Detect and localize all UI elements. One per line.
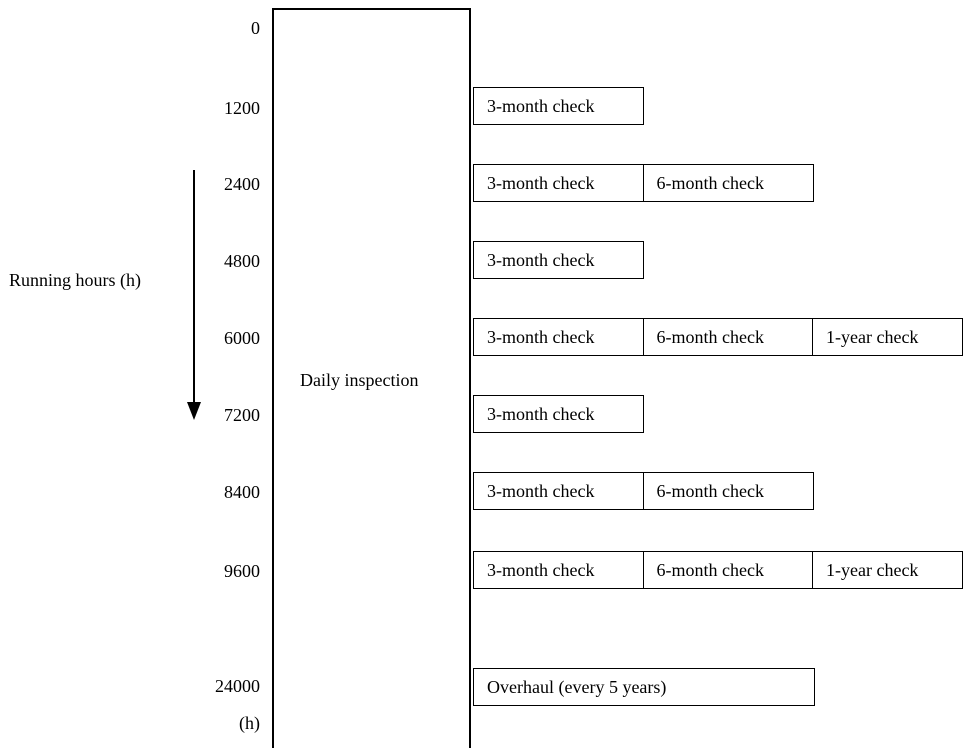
hour-label-9600: 9600: [224, 561, 260, 581]
one-year-check: 1-year check: [812, 318, 963, 356]
hour-label-2400: 2400: [224, 174, 260, 194]
three-month-check: 3-month check: [473, 87, 644, 125]
check-row-1200: 3-month check: [473, 87, 644, 125]
one-year-check: 1-year check: [812, 551, 963, 589]
unit-label: (h): [239, 713, 260, 733]
down-arrow-icon: [187, 170, 201, 420]
three-month-check: 3-month check: [473, 472, 644, 510]
three-month-check: 3-month check: [473, 395, 644, 433]
hour-label-6000: 6000: [224, 328, 260, 348]
three-month-check: 3-month check: [473, 318, 644, 356]
daily-inspection-column: [272, 8, 471, 748]
check-row-4800: 3-month check: [473, 241, 644, 279]
six-month-check: 6-month check: [642, 318, 814, 356]
check-row-7200: 3-month check: [473, 395, 644, 433]
hour-label-4800: 4800: [224, 251, 260, 271]
check-row-2400: 3-month check 6-month check: [473, 164, 814, 202]
six-month-check: 6-month check: [642, 472, 814, 510]
check-row-8400: 3-month check 6-month check: [473, 472, 814, 510]
check-row-6000: 3-month check 6-month check 1-year check: [473, 318, 963, 356]
overhaul-check: Overhaul (every 5 years): [473, 668, 815, 706]
hour-label-0: 0: [251, 18, 260, 38]
hour-label-1200: 1200: [224, 98, 260, 118]
three-month-check: 3-month check: [473, 241, 644, 279]
check-row-24000: Overhaul (every 5 years): [473, 668, 815, 706]
axis-title: Running hours (h): [9, 270, 141, 290]
check-row-9600: 3-month check 6-month check 1-year check: [473, 551, 963, 589]
hour-label-7200: 7200: [224, 405, 260, 425]
six-month-check: 6-month check: [642, 164, 814, 202]
hour-label-24000: 24000: [215, 676, 260, 696]
daily-inspection-label: Daily inspection: [300, 370, 419, 390]
three-month-check: 3-month check: [473, 164, 644, 202]
six-month-check: 6-month check: [642, 551, 814, 589]
hour-label-8400: 8400: [224, 482, 260, 502]
three-month-check: 3-month check: [473, 551, 644, 589]
